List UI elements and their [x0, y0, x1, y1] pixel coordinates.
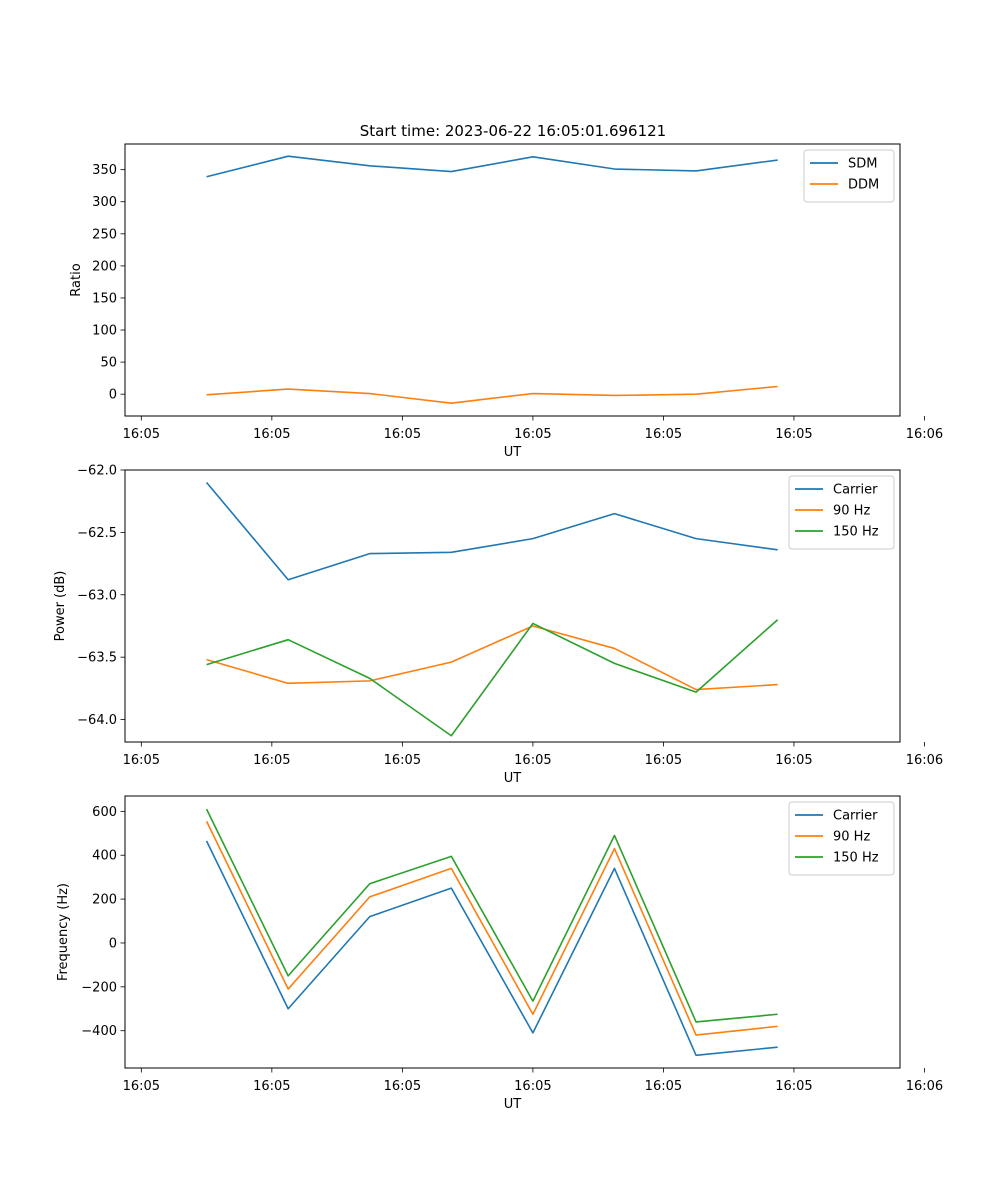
y-tick-label: 600	[92, 805, 117, 820]
y-tick-label: 150	[92, 291, 117, 306]
x-axis-label: UT	[504, 771, 522, 786]
y-tick-label: 50	[100, 356, 117, 371]
legend-label: SDM	[848, 157, 877, 172]
x-tick-label: 16:05	[775, 427, 812, 442]
x-tick-label: 16:05	[645, 1079, 682, 1094]
legend: Carrier 90 Hz 150 Hz	[788, 801, 895, 876]
legend-label: 90 Hz	[833, 504, 870, 519]
y-tick-label: 400	[92, 849, 117, 864]
x-tick-label: 16:05	[514, 427, 551, 442]
x-axis-label: UT	[504, 445, 522, 460]
series-line-sdm	[206, 155, 778, 178]
series-line-150-hz	[206, 619, 779, 737]
y-axis-label: Frequency (Hz)	[56, 883, 71, 981]
x-tick-label: 16:05	[253, 427, 290, 442]
y-tick-label: 0	[109, 388, 117, 403]
x-tick-label: 16:05	[123, 753, 160, 768]
legend-label: 90 Hz	[833, 830, 870, 845]
series-line-90-hz	[206, 625, 778, 691]
y-tick-label: −64.0	[77, 713, 117, 728]
x-tick-label: 16:05	[645, 427, 682, 442]
series-line-150-hz	[205, 808, 778, 1023]
axes-frame	[124, 469, 901, 743]
legend-label: 150 Hz	[833, 851, 879, 866]
y-tick-label: −400	[81, 1024, 117, 1039]
subplot-1: 16:05 16:05 16:05 16:05 16:05 16:05 16:06 0 50 10…	[69, 143, 943, 460]
legend: Carrier 90 Hz 150 Hz	[788, 475, 895, 550]
subplot-3: 16:05 16:05 16:05 16:05 16:05 16:05 16:06 600 40…	[56, 795, 943, 1112]
axes-frame	[124, 143, 901, 417]
x-tick-label: 16:05	[123, 427, 160, 442]
y-axis-label: Power (dB)	[53, 571, 68, 642]
subplot-2: 16:05 16:05 16:05 16:05 16:05 16:05 16:06 −62.0…	[53, 464, 943, 787]
x-tick-label: 16:05	[645, 753, 682, 768]
y-tick-label: 100	[92, 324, 117, 339]
x-axis-label: UT	[504, 1097, 522, 1112]
x-tick-label: 16:06	[906, 1079, 943, 1094]
x-tick-label: 16:05	[384, 427, 421, 442]
y-tick-label: 200	[92, 259, 117, 274]
y-tick-label: −63.0	[77, 588, 117, 603]
y-tick-label: 250	[92, 227, 117, 242]
axes-frame	[124, 795, 901, 1069]
y-tick-label: −62.0	[77, 464, 117, 479]
legend-label: 150 Hz	[833, 525, 879, 540]
y-tick-label: 350	[92, 163, 117, 178]
x-tick-label: 16:05	[514, 753, 551, 768]
x-tick-label: 16:05	[253, 753, 290, 768]
y-tick-label: 300	[92, 195, 117, 210]
y-tick-label: 200	[92, 893, 117, 908]
series-line-90-hz	[205, 820, 778, 1036]
figure-title: Start time: 2023-06-22 16:05:01.696121	[360, 122, 666, 140]
legend-label: Carrier	[833, 483, 878, 498]
subplots: 16:05 16:05 16:05 16:05 16:05 16:05 16:06 0 50 10…	[53, 143, 943, 1112]
x-tick-label: 16:05	[775, 753, 812, 768]
y-axis-label: Ratio	[69, 263, 84, 296]
x-tick-label: 16:05	[253, 1079, 290, 1094]
legend-label: DDM	[848, 178, 879, 193]
y-tick-label: −200	[81, 980, 117, 995]
series-line-carrier	[205, 840, 778, 1057]
x-tick-label: 16:05	[775, 1079, 812, 1094]
x-tick-label: 16:05	[384, 753, 421, 768]
x-tick-label: 16:05	[123, 1079, 160, 1094]
x-tick-label: 16:06	[906, 427, 943, 442]
y-tick-label: −63.5	[77, 651, 117, 666]
y-tick-label: 0	[109, 936, 117, 951]
x-tick-label: 16:05	[384, 1079, 421, 1094]
series-line-carrier	[205, 481, 778, 581]
x-tick-label: 16:05	[514, 1079, 551, 1094]
x-tick-label: 16:06	[906, 753, 943, 768]
series-line-ddm	[206, 385, 778, 404]
legend-label: Carrier	[833, 809, 878, 824]
legend: SDM DDM	[803, 149, 895, 203]
y-tick-label: −62.5	[77, 526, 117, 541]
